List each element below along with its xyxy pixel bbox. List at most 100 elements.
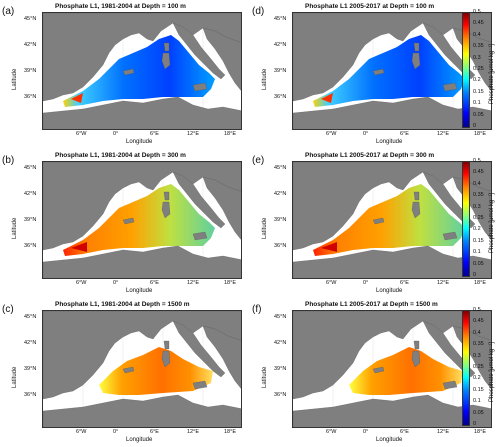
colorbar-tick-label: 0.5 (473, 9, 481, 15)
colorbar-tick-label: 0.1 (473, 100, 481, 107)
y-tick-label: 42°N (274, 340, 287, 346)
x-axis-label: Longitude (126, 288, 153, 294)
x-tick-label: 18°E (224, 280, 236, 286)
y-tick-label: 39°N (24, 217, 37, 223)
y-tick-label: 39°N (24, 68, 37, 74)
colorbar-tick-label: 0.1 (473, 398, 481, 405)
panel-label: (c) (2, 304, 14, 315)
map-frame (292, 12, 492, 130)
colorbar-title: Phosphate [μmol kg⁻¹] (489, 193, 495, 253)
panel-label: (d) (252, 6, 265, 17)
land-mass (43, 96, 241, 129)
x-tick-label: 0° (113, 131, 119, 137)
land-mass (442, 380, 458, 390)
x-tick-label: 18°E (224, 131, 236, 137)
y-tick-label: 42°N (274, 191, 287, 197)
panel-e: (e) Phosphate L1 2005-2017 at Depth = 300… (250, 149, 500, 298)
colorbar-tick-label: 0.35 (473, 341, 484, 348)
land-mass (411, 201, 421, 219)
colorbar-tick-label: 0.2 (473, 375, 481, 382)
colorbar (462, 12, 470, 128)
y-tick-label: 36°N (24, 243, 37, 249)
panel-title: Phosphate L1, 1981-2004 at Depth = 1500 … (55, 301, 190, 308)
colorbar-tick-label: 0.05 (473, 260, 484, 267)
x-axis-label: Longitude (126, 139, 153, 145)
phosphate-field (63, 184, 215, 256)
x-tick-label: 18°E (224, 429, 236, 435)
x-tick-label: 0° (113, 429, 119, 435)
y-tick-label: 36°N (274, 392, 287, 398)
y-axis-label: Latitude (262, 366, 268, 388)
land-mass (293, 96, 491, 129)
colorbar-tick-label: 0.45 (473, 20, 484, 27)
colorbar-tick-label: 0.3 (473, 54, 481, 61)
land-mass (163, 340, 170, 350)
x-tick-label: 6°W (326, 280, 337, 286)
panel-title: Phosphate L1, 1981-2004 at Depth = 300 m (55, 152, 186, 159)
colorbar-tick-label: 0.15 (473, 386, 484, 393)
land-mass (372, 217, 385, 225)
y-tick-label: 45°N (24, 16, 37, 22)
x-tick-label: 6°W (76, 429, 87, 435)
y-tick-label: 39°N (274, 217, 287, 223)
land-mass (122, 217, 135, 225)
colorbar-tick-label: 0.3 (473, 203, 481, 210)
phosphate-field (349, 347, 463, 395)
land-mass (161, 201, 171, 219)
land-mass (161, 350, 171, 368)
y-tick-label: 39°N (24, 366, 37, 372)
x-axis-label: Longitude (376, 139, 403, 145)
land-mass (163, 42, 170, 52)
colorbar-tick-label: 0.05 (473, 111, 484, 118)
colorbar-tick-label: 0.35 (473, 43, 484, 50)
colorbar-tick-label: 0.15 (473, 88, 484, 95)
land-mass (372, 68, 385, 76)
colorbar-title: Phosphate [μmol kg⁻¹] (489, 44, 495, 104)
x-axis-label: Longitude (126, 437, 153, 443)
land-mass (372, 366, 385, 374)
map-frame (42, 161, 242, 279)
y-tick-label: 36°N (274, 94, 287, 100)
x-tick-label: 18°E (474, 131, 486, 137)
phosphate-field-patch (321, 93, 333, 103)
land-mass (192, 231, 208, 241)
land-mass (192, 380, 208, 390)
panel-label: (f) (252, 304, 262, 315)
x-tick-label: 18°E (474, 429, 486, 435)
phosphate-field (99, 347, 213, 395)
phosphate-field (313, 184, 465, 256)
land-mass (293, 245, 491, 278)
phosphate-field-patch (71, 242, 87, 252)
panel-title: Phosphate L1 2005-2017 at Depth = 300 m (305, 152, 435, 159)
y-axis-label: Latitude (12, 366, 18, 388)
land-mass (293, 394, 491, 427)
colorbar-tick-label: 0.05 (473, 409, 484, 416)
x-tick-label: 6°E (150, 280, 159, 286)
y-tick-label: 45°N (274, 165, 287, 171)
y-tick-label: 36°N (24, 392, 37, 398)
x-tick-label: 12°E (437, 131, 449, 137)
land-mass (43, 394, 241, 427)
land-mass (172, 171, 226, 229)
colorbar-tick-label: 0.2 (473, 226, 481, 233)
land-mass (411, 350, 421, 368)
colorbar-tick-label: 0.45 (473, 169, 484, 176)
map-canvas (43, 162, 241, 278)
y-tick-label: 36°N (274, 243, 287, 249)
colorbar-tick-label: 0.2 (473, 77, 481, 84)
phosphate-field (313, 35, 465, 107)
phosphate-field-patch (71, 93, 83, 103)
panel-f: (f) Phosphate L1 2005-2017 at Depth = 150… (250, 298, 500, 447)
y-tick-label: 42°N (24, 42, 37, 48)
colorbar-tick-label: 0 (473, 123, 477, 129)
land-mass (413, 340, 420, 350)
colorbar (462, 310, 470, 426)
y-tick-label: 39°N (274, 68, 287, 74)
x-tick-label: 0° (113, 280, 119, 286)
x-tick-label: 6°E (150, 131, 159, 137)
land-mass (442, 231, 458, 241)
land-mass (172, 320, 226, 378)
x-tick-label: 18°E (474, 280, 486, 286)
panel-c: (c) Phosphate L1, 1981-2004 at Depth = 15… (0, 298, 250, 447)
y-tick-label: 45°N (274, 16, 287, 22)
